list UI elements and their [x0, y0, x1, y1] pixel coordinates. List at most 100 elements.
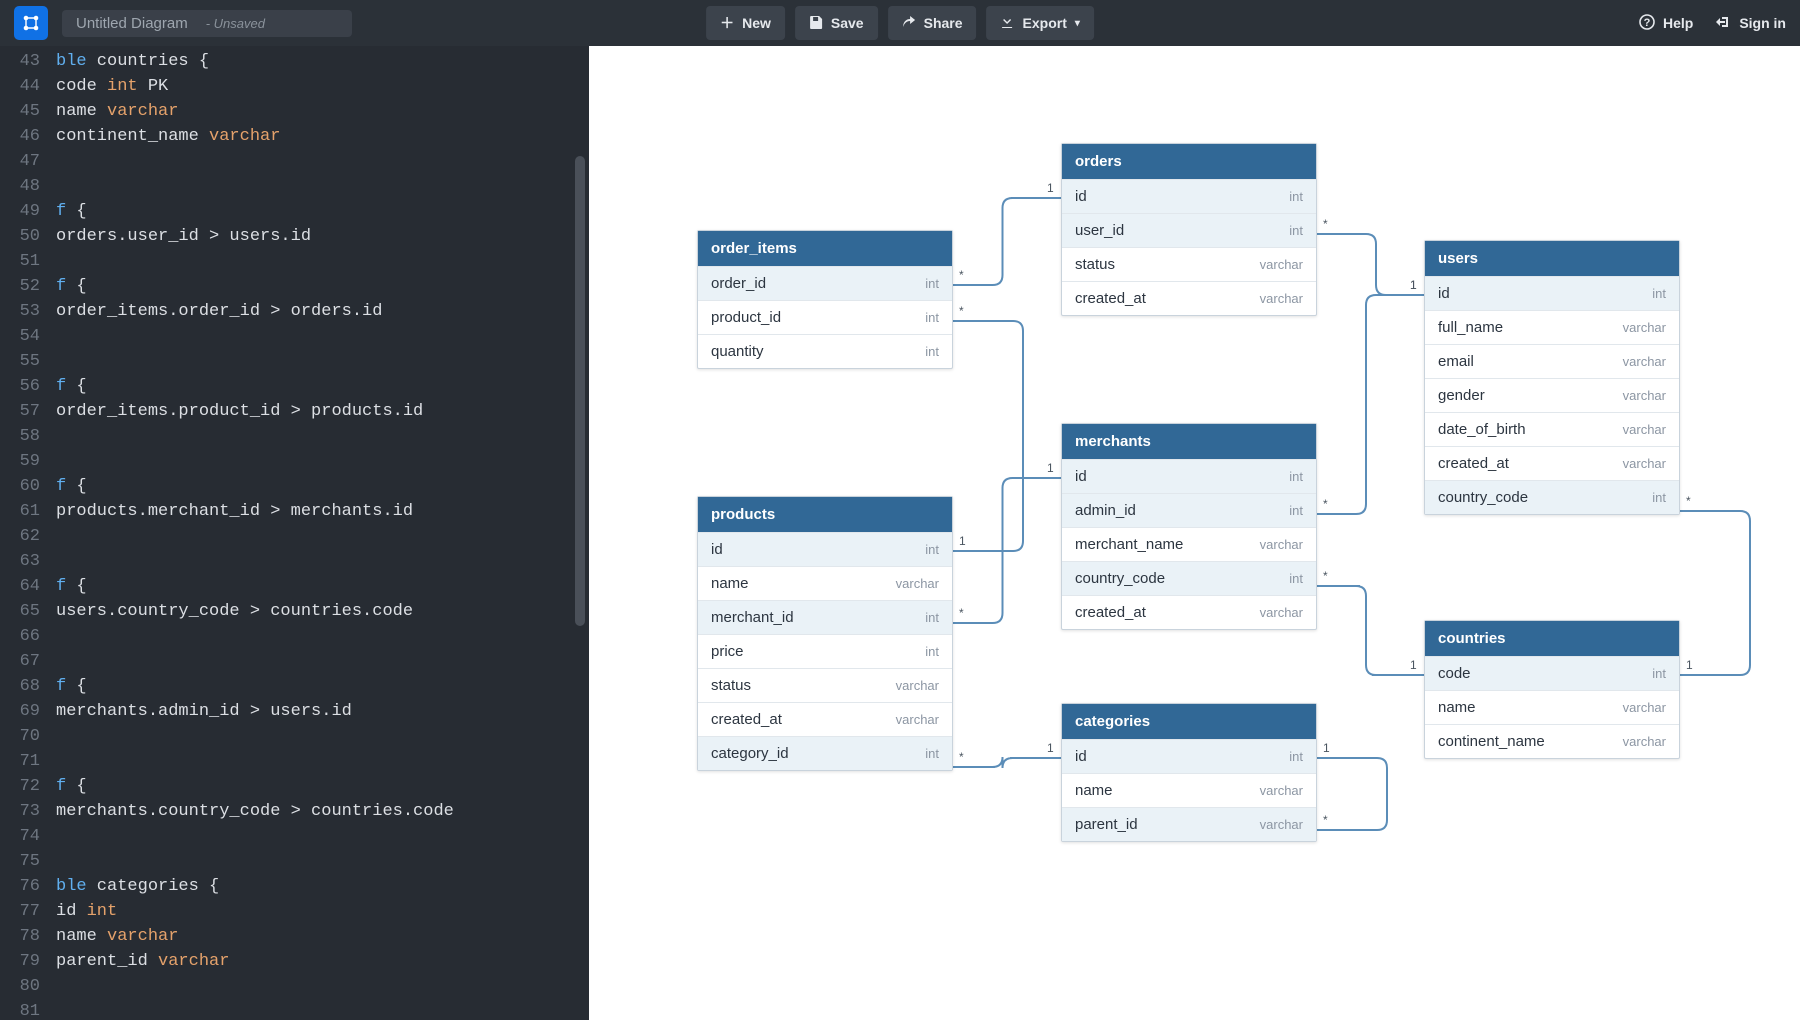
code-line[interactable]	[56, 749, 589, 774]
table-row[interactable]: gendervarchar	[1425, 378, 1679, 412]
code-content[interactable]: ble countries {code int PKname varcharco…	[56, 49, 589, 1020]
table-row[interactable]: admin_idint	[1062, 493, 1316, 527]
code-line[interactable]: f {	[56, 199, 589, 224]
table-row[interactable]: emailvarchar	[1425, 344, 1679, 378]
table-merchants[interactable]: merchantsidintadmin_idintmerchant_nameva…	[1061, 423, 1317, 630]
code-line[interactable]: users.country_code > countries.code	[56, 599, 589, 624]
code-line[interactable]: parent_id varchar	[56, 949, 589, 974]
table-row[interactable]: created_atvarchar	[1425, 446, 1679, 480]
table-row[interactable]: codeint	[1425, 656, 1679, 690]
table-row[interactable]: order_idint	[698, 266, 952, 300]
code-line[interactable]	[56, 424, 589, 449]
code-line[interactable]	[56, 974, 589, 999]
topbar: Untitled Diagram - Unsaved ＋ New Save Sh…	[0, 0, 1800, 46]
code-line[interactable]: f {	[56, 474, 589, 499]
code-line[interactable]: id int	[56, 899, 589, 924]
code-line[interactable]: order_items.order_id > orders.id	[56, 299, 589, 324]
code-line[interactable]: merchants.country_code > countries.code	[56, 799, 589, 824]
help-link[interactable]: ? Help	[1639, 14, 1693, 33]
table-row[interactable]: full_namevarchar	[1425, 310, 1679, 344]
code-line[interactable]: f {	[56, 774, 589, 799]
table-row[interactable]: idint	[698, 532, 952, 566]
code-line[interactable]	[56, 849, 589, 874]
code-line[interactable]	[56, 624, 589, 649]
table-row[interactable]: quantityint	[698, 334, 952, 368]
code-line[interactable]: f {	[56, 574, 589, 599]
table-header[interactable]: merchants	[1062, 424, 1316, 459]
table-categories[interactable]: categoriesidintnamevarcharparent_idvarch…	[1061, 703, 1317, 842]
code-line[interactable]	[56, 324, 589, 349]
table-row[interactable]: namevarchar	[698, 566, 952, 600]
code-line[interactable]	[56, 824, 589, 849]
save-button[interactable]: Save	[795, 6, 878, 40]
table-header[interactable]: order_items	[698, 231, 952, 266]
table-row[interactable]: date_of_birthvarchar	[1425, 412, 1679, 446]
table-row[interactable]: statusvarchar	[1062, 247, 1316, 281]
table-row[interactable]: merchant_namevarchar	[1062, 527, 1316, 561]
new-button[interactable]: ＋ New	[706, 6, 785, 40]
toolbar-center: ＋ New Save Share Export ▾	[706, 6, 1094, 40]
code-line[interactable]: merchants.admin_id > users.id	[56, 699, 589, 724]
code-editor[interactable]: 4344454647484950515253545556575859606162…	[0, 46, 589, 1020]
code-line[interactable]	[56, 999, 589, 1020]
code-line[interactable]: order_items.product_id > products.id	[56, 399, 589, 424]
app-logo[interactable]	[14, 6, 48, 40]
table-row[interactable]: idint	[1062, 739, 1316, 773]
share-button[interactable]: Share	[888, 6, 977, 40]
code-line[interactable]: continent_name varchar	[56, 124, 589, 149]
table-header[interactable]: products	[698, 497, 952, 532]
column-name: id	[1075, 748, 1087, 765]
table-header[interactable]: users	[1425, 241, 1679, 276]
editor-scrollbar[interactable]	[575, 156, 585, 626]
table-row[interactable]: idint	[1062, 179, 1316, 213]
export-button[interactable]: Export ▾	[987, 6, 1094, 40]
table-row[interactable]: created_atvarchar	[1062, 595, 1316, 629]
table-row[interactable]: country_codeint	[1425, 480, 1679, 514]
code-line[interactable]	[56, 649, 589, 674]
table-row[interactable]: statusvarchar	[698, 668, 952, 702]
table-products[interactable]: productsidintnamevarcharmerchant_idintpr…	[697, 496, 953, 771]
table-countries[interactable]: countriescodeintnamevarcharcontinent_nam…	[1424, 620, 1680, 759]
code-line[interactable]: name varchar	[56, 924, 589, 949]
code-line[interactable]	[56, 549, 589, 574]
table-header[interactable]: categories	[1062, 704, 1316, 739]
code-line[interactable]	[56, 449, 589, 474]
table-row[interactable]: merchant_idint	[698, 600, 952, 634]
table-row[interactable]: priceint	[698, 634, 952, 668]
code-line[interactable]: orders.user_id > users.id	[56, 224, 589, 249]
table-row[interactable]: created_atvarchar	[1062, 281, 1316, 315]
table-row[interactable]: idint	[1425, 276, 1679, 310]
code-line[interactable]	[56, 524, 589, 549]
table-row[interactable]: category_idint	[698, 736, 952, 770]
code-line[interactable]	[56, 249, 589, 274]
code-line[interactable]: f {	[56, 274, 589, 299]
table-header[interactable]: countries	[1425, 621, 1679, 656]
code-line[interactable]: name varchar	[56, 99, 589, 124]
code-line[interactable]: f {	[56, 374, 589, 399]
code-line[interactable]: ble countries {	[56, 49, 589, 74]
code-line[interactable]	[56, 724, 589, 749]
table-order_items[interactable]: order_itemsorder_idintproduct_idintquant…	[697, 230, 953, 369]
table-row[interactable]: continent_namevarchar	[1425, 724, 1679, 758]
table-row[interactable]: created_atvarchar	[698, 702, 952, 736]
table-row[interactable]: user_idint	[1062, 213, 1316, 247]
code-line[interactable]: ble categories {	[56, 874, 589, 899]
code-line[interactable]	[56, 149, 589, 174]
table-row[interactable]: product_idint	[698, 300, 952, 334]
document-title-box[interactable]: Untitled Diagram - Unsaved	[62, 10, 352, 37]
table-orders[interactable]: ordersidintuser_idintstatusvarcharcreate…	[1061, 143, 1317, 316]
code-line[interactable]	[56, 349, 589, 374]
table-row[interactable]: idint	[1062, 459, 1316, 493]
code-line[interactable]: code int PK	[56, 74, 589, 99]
table-row[interactable]: namevarchar	[1062, 773, 1316, 807]
signin-link[interactable]: Sign in	[1715, 14, 1786, 33]
table-row[interactable]: namevarchar	[1425, 690, 1679, 724]
diagram-canvas[interactable]: order_itemsorder_idintproduct_idintquant…	[589, 46, 1800, 1020]
code-line[interactable]	[56, 174, 589, 199]
table-header[interactable]: orders	[1062, 144, 1316, 179]
table-users[interactable]: usersidintfull_namevarcharemailvarcharge…	[1424, 240, 1680, 515]
table-row[interactable]: country_codeint	[1062, 561, 1316, 595]
code-line[interactable]: f {	[56, 674, 589, 699]
code-line[interactable]: products.merchant_id > merchants.id	[56, 499, 589, 524]
table-row[interactable]: parent_idvarchar	[1062, 807, 1316, 841]
